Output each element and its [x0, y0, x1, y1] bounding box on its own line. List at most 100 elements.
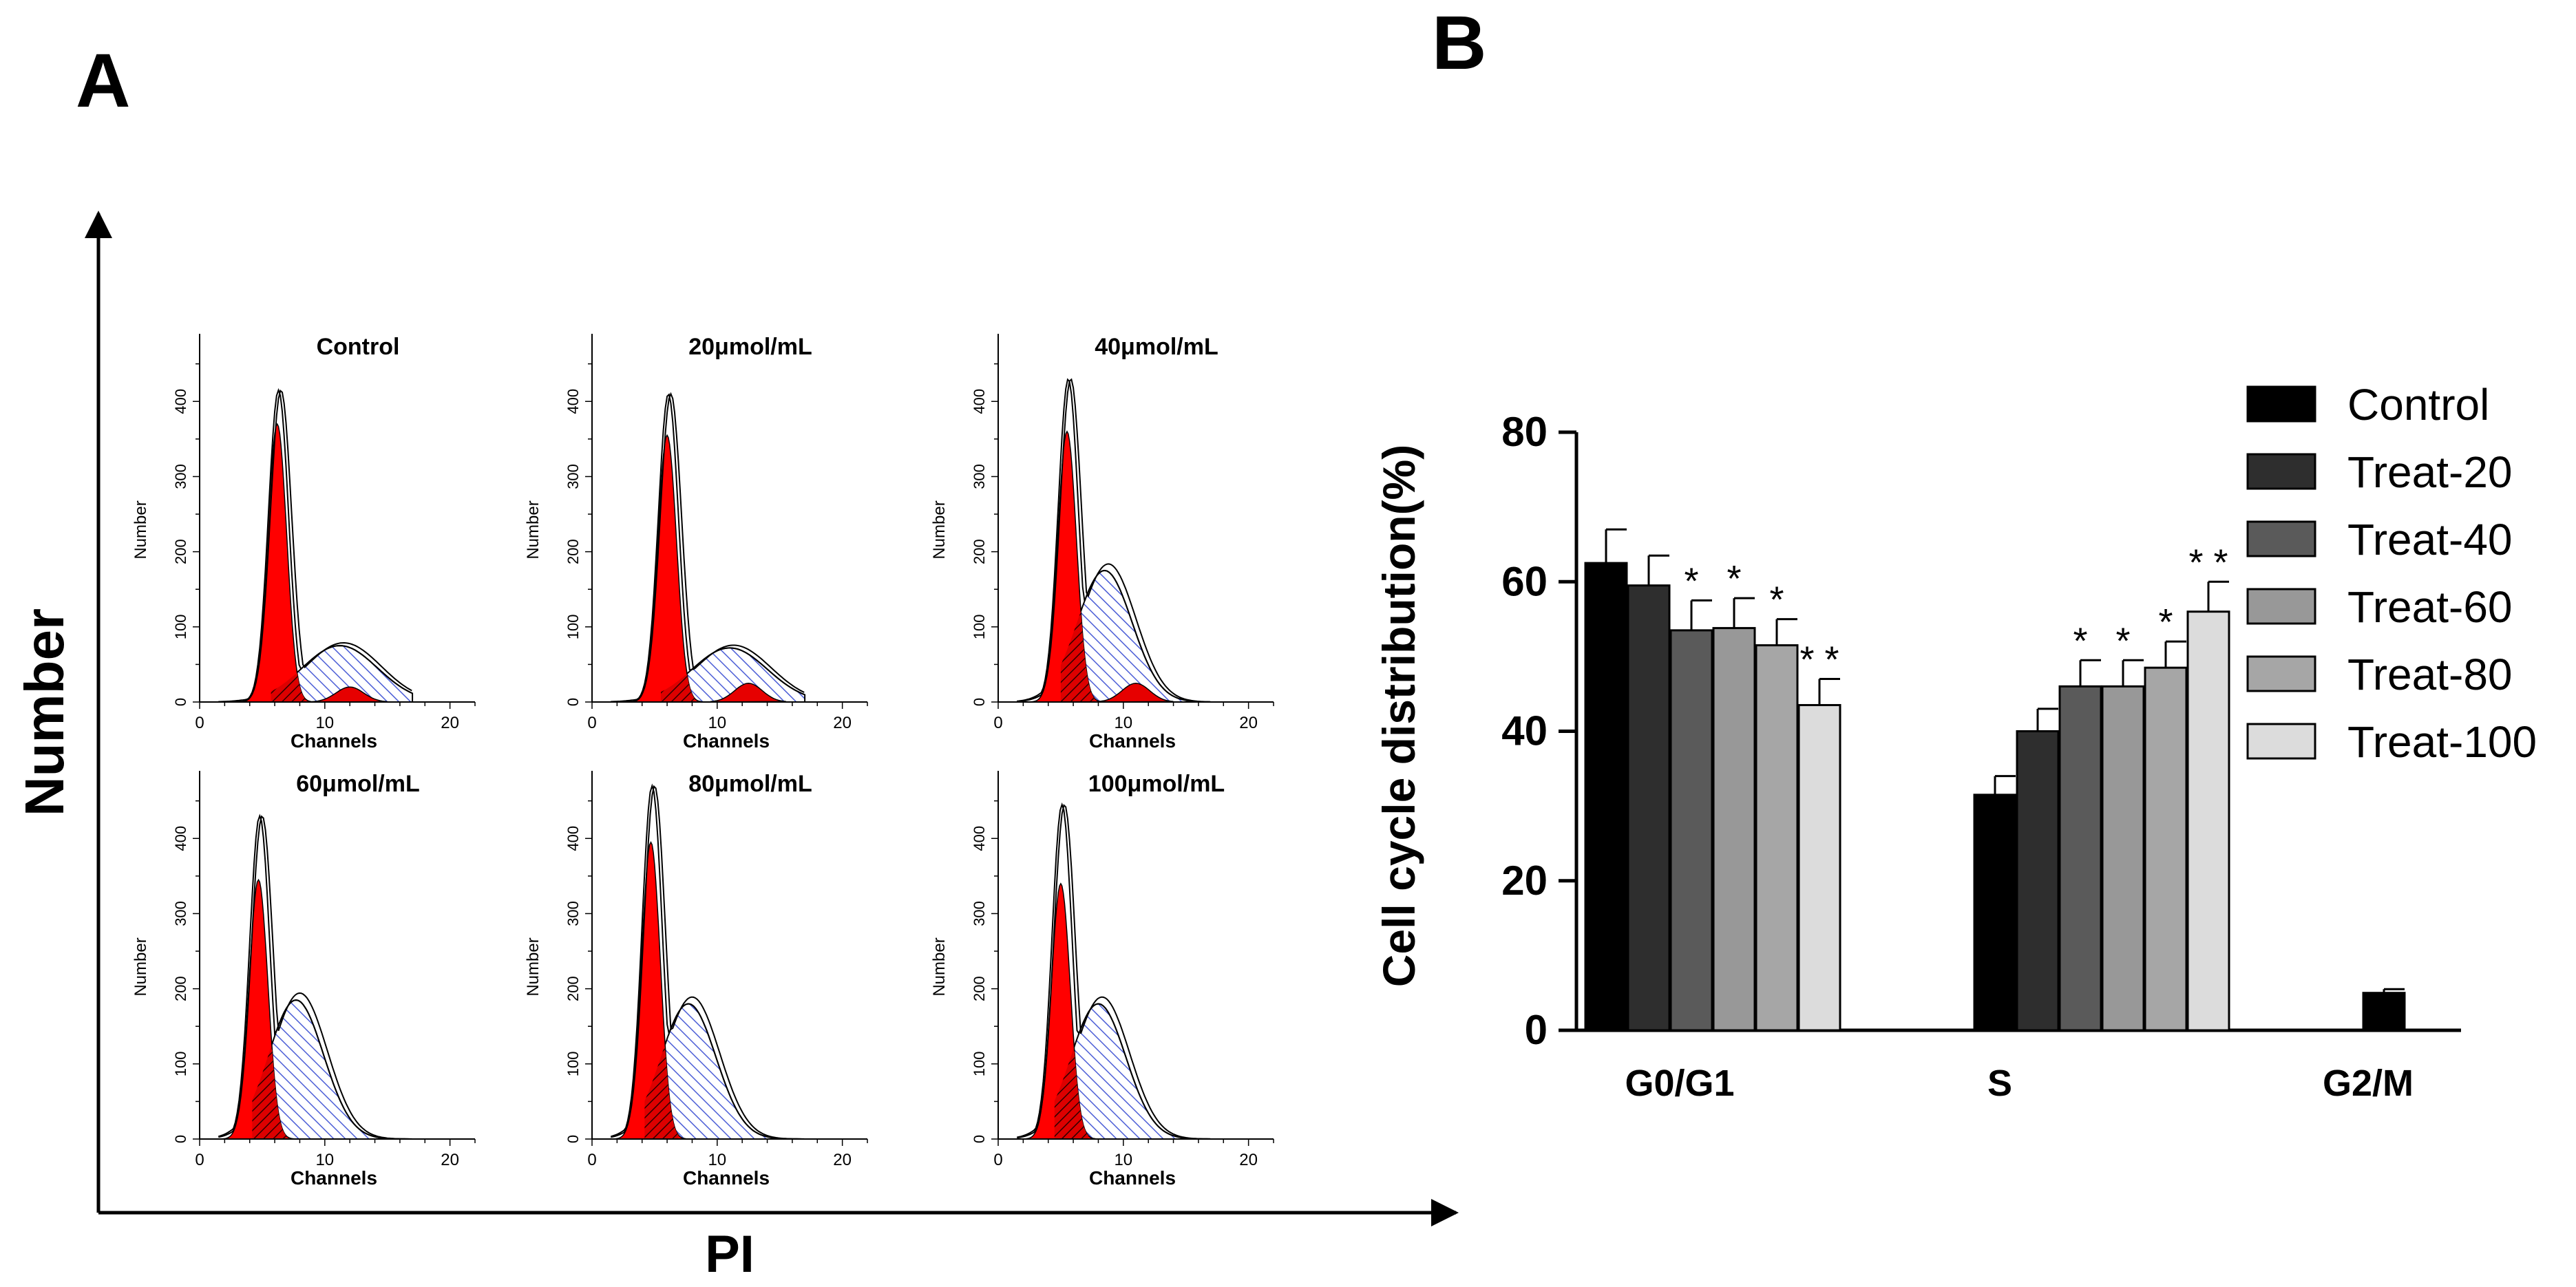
histogram-envelope: [1017, 378, 1211, 703]
histogram-y-tick-label: 200: [971, 539, 988, 564]
significance-marker: *: [1727, 558, 1741, 599]
histogram-envelope: [611, 785, 805, 1140]
bar-chart: Cell cycle distribution(%) 0 20 40 60 80 G0/G…: [1373, 380, 2537, 1104]
histogram-x-tick-label: 0: [587, 714, 596, 732]
histogram-overlap: [661, 674, 695, 702]
bar-chart-category-label: G2/M: [2323, 1063, 2414, 1104]
histogram-y-tick-label: 100: [971, 614, 988, 639]
histogram-envelope: [218, 813, 412, 1140]
bar-chart-y-tick-label: 40: [1501, 708, 1548, 754]
histogram-x-tick-label: 10: [1114, 1151, 1132, 1169]
histogram-ylabel: Number: [131, 500, 150, 559]
histogram-x-tick-label: 20: [833, 714, 852, 732]
histogram-y-tick-label: 200: [172, 976, 189, 1001]
bar: [1669, 629, 1713, 1032]
legend-label: Treat-60: [2347, 582, 2513, 632]
histogram-3: 0 10 200100200300400NumberChannels40μmol/m…: [930, 334, 1274, 752]
histogram-envelope: [1017, 378, 1211, 703]
legend-label: Treat-40: [2347, 515, 2513, 564]
histogram-x-tick-label: 10: [708, 714, 726, 732]
significance-marker: * *: [2188, 542, 2228, 583]
histogram-x-tick-label: 20: [441, 1151, 459, 1169]
histogram-y-tick-label: 200: [172, 539, 189, 564]
bar-chart-y-tick-label: 0: [1525, 1007, 1548, 1053]
histogram-x-tick-label: 0: [195, 1151, 204, 1169]
panel-a-axes: Number PI: [14, 211, 1459, 1284]
histogram-overlap: [252, 1047, 286, 1139]
histogram-y-tick-label: 100: [172, 1051, 189, 1076]
histogram-y-tick-label: 0: [564, 1135, 582, 1143]
histogram-y-tick-label: 100: [172, 614, 189, 639]
histogram-x-tick-label: 0: [587, 1151, 596, 1169]
histogram-overlap: [1054, 1050, 1088, 1139]
bar: [1797, 703, 1841, 1032]
histogram-xlabel: Channels: [1089, 730, 1176, 752]
histogram-ylabel: Number: [930, 937, 949, 996]
histogram-envelope: [1017, 802, 1211, 1140]
histogram-y-tick-label: 400: [971, 826, 988, 851]
histogram-g1-peak: [1028, 430, 1105, 703]
histogram-envelope: [1017, 804, 1211, 1140]
bar: [2362, 992, 2406, 1032]
histogram-y-tick-label: 300: [564, 464, 582, 489]
bar-chart-category-label: S: [1987, 1063, 2012, 1104]
histogram-y-tick-label: 300: [172, 464, 189, 489]
bar: [2016, 730, 2060, 1032]
histogram-grid: 0 10 200100200300400NumberChannelsControl0…: [131, 334, 1274, 1189]
histogram-g1-peak: [239, 423, 315, 703]
histogram-g2-peak: [1097, 682, 1174, 703]
histogram-ylabel: Number: [524, 500, 542, 559]
panel-label-b: B: [1432, 1, 1486, 85]
histogram-xlabel: Channels: [683, 1167, 770, 1189]
panel-label-a: A: [76, 39, 130, 123]
bar: [1584, 562, 1628, 1032]
histogram-title: 20μmol/mL: [688, 334, 812, 360]
histogram-y-tick-label: 400: [971, 389, 988, 414]
histogram-ylabel: Number: [131, 937, 150, 996]
bar: [2058, 685, 2102, 1032]
bar-chart-y-tick-label: 20: [1501, 858, 1548, 904]
histogram-y-tick-label: 0: [971, 1135, 988, 1143]
significance-marker: *: [1684, 560, 1698, 602]
histogram-x-tick-label: 10: [315, 1151, 334, 1169]
bar: [2186, 610, 2230, 1032]
histogram-6: 0 10 200100200300400NumberChannels100μmol/…: [930, 771, 1274, 1189]
histogram-ylabel: Number: [524, 937, 542, 996]
histogram-x-tick-label: 0: [195, 714, 204, 732]
histogram-y-tick-label: 200: [971, 976, 988, 1001]
histogram-y-tick-label: 0: [172, 698, 189, 706]
legend-label: Control: [2347, 380, 2489, 429]
histogram-g2-peak: [311, 686, 388, 703]
histogram-xlabel: Channels: [291, 730, 377, 752]
histogram-y-tick-label: 300: [172, 901, 189, 926]
significance-marker: * *: [1799, 639, 1839, 680]
histogram-y-tick-label: 200: [564, 539, 582, 564]
histogram-5: 0 10 200100200300400NumberChannels80μmol/m…: [524, 771, 868, 1189]
histogram-x-tick-label: 20: [1239, 1151, 1258, 1169]
histogram-y-tick-label: 300: [564, 901, 582, 926]
histogram-x-tick-label: 0: [993, 1151, 1002, 1169]
histogram-y-tick-label: 400: [564, 826, 582, 851]
histogram-xlabel: Channels: [291, 1167, 377, 1189]
histogram-overlap: [1060, 611, 1095, 702]
histogram-y-tick-label: 100: [971, 1051, 988, 1076]
legend-swatch: [2246, 453, 2316, 490]
histogram-x-tick-label: 10: [315, 714, 334, 732]
histogram-4: 0 10 200100200300400NumberChannels60μmol/m…: [131, 771, 476, 1189]
histogram-y-tick-label: 100: [564, 1051, 582, 1076]
bar: [1973, 794, 2017, 1032]
histogram-envelope: [218, 815, 412, 1140]
bar-chart-y-tick-label: 60: [1501, 558, 1548, 604]
histogram-g1-peak: [613, 840, 689, 1140]
histogram-g1-peak: [629, 434, 705, 703]
histogram-title: 60μmol/mL: [296, 771, 420, 797]
histogram-y-tick-label: 300: [971, 464, 988, 489]
histogram-overlap: [271, 673, 305, 702]
histogram-overlap: [644, 1045, 679, 1139]
bar: [1627, 584, 1671, 1032]
histogram-ylabel: Number: [930, 500, 949, 559]
legend-swatch: [2246, 385, 2316, 423]
bar: [1755, 644, 1799, 1032]
histogram-y-tick-label: 0: [971, 698, 988, 706]
